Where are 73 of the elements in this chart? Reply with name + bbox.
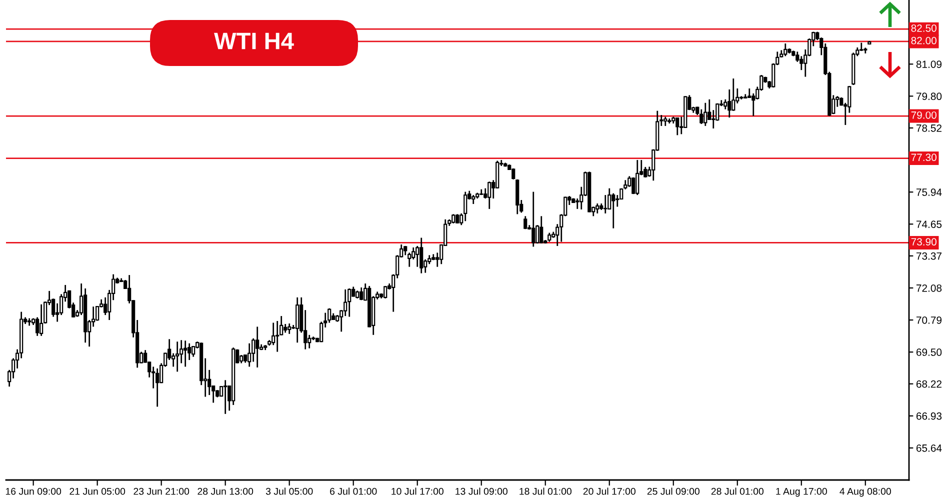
candlestick xyxy=(604,194,608,214)
candlestick xyxy=(452,213,456,224)
ref-line-label: 82.00 xyxy=(911,36,936,44)
candlestick xyxy=(596,202,600,214)
candlestick xyxy=(728,88,732,118)
x-tick-label: 28 Jul 01:00 xyxy=(711,488,764,495)
candlestick xyxy=(532,191,536,248)
candlestick xyxy=(192,345,196,358)
y-tick-label: 78.52 xyxy=(916,124,942,132)
candlestick xyxy=(540,215,544,244)
candlestick xyxy=(176,340,180,372)
y-tick-label: 72.08 xyxy=(916,284,942,292)
x-tick-label: 23 Jun 21:00 xyxy=(134,488,190,495)
y-tick-label: 65.64 xyxy=(916,444,942,452)
y-tick-label: 79.80 xyxy=(916,92,942,100)
candlestick xyxy=(184,340,188,368)
candlestick xyxy=(156,368,160,408)
candlestick xyxy=(384,285,388,300)
candlestick xyxy=(308,334,312,350)
candlestick xyxy=(488,180,492,210)
candlestick xyxy=(296,296,300,344)
x-tick-label: 10 Jul 17:00 xyxy=(392,488,444,495)
x-tick-label: 18 Jul 01:00 xyxy=(520,488,572,495)
candlestick xyxy=(636,159,640,196)
candlestick xyxy=(328,308,332,324)
candlestick xyxy=(360,286,364,301)
candlestick xyxy=(456,213,460,224)
candlestick xyxy=(784,42,788,57)
candlestick xyxy=(288,322,292,335)
ref-line-label: 77.30 xyxy=(911,154,936,162)
x-tick-label: 25 Jul 09:00 xyxy=(647,488,700,495)
candlestick xyxy=(700,108,704,125)
candlestick xyxy=(276,320,280,352)
candlestick xyxy=(248,342,252,368)
ref-line-label: 79.00 xyxy=(911,111,936,119)
x-tick-label: 21 Jun 05:00 xyxy=(70,488,126,495)
x-tick-label: 16 Jun 09:00 xyxy=(6,488,62,495)
candlestick xyxy=(416,245,420,268)
y-tick-label: 70.79 xyxy=(916,316,942,324)
x-tick-label: 28 Jun 13:00 xyxy=(198,488,254,495)
candlestick xyxy=(224,379,228,415)
candlestick xyxy=(724,98,728,110)
ref-line-label: 73.90 xyxy=(911,238,936,246)
y-tick-label: 75.94 xyxy=(916,188,942,196)
y-tick-label: 74.65 xyxy=(916,220,942,228)
candlestick xyxy=(800,55,804,71)
candlestick xyxy=(256,326,260,368)
candlestick xyxy=(860,42,864,52)
x-tick-label: 6 Jul 01:00 xyxy=(330,488,377,495)
x-tick-label: 20 Jul 17:00 xyxy=(583,488,636,495)
candlestick xyxy=(612,192,616,230)
x-tick-label: 13 Jul 09:00 xyxy=(456,488,508,495)
y-tick-label: 69.50 xyxy=(916,348,942,356)
candlestick xyxy=(524,215,528,230)
y-tick-label: 66.93 xyxy=(916,412,942,420)
text: WTI H4 xyxy=(214,32,294,50)
x-tick-label: 1 Aug 17:00 xyxy=(776,488,827,497)
candlestick xyxy=(676,116,680,136)
candlestick xyxy=(348,288,352,318)
x-tick-label: 4 Aug 08:00 xyxy=(840,488,891,497)
candlestick xyxy=(420,237,424,274)
candlestick xyxy=(408,252,412,268)
ref-line-label: 82.50 xyxy=(911,24,936,32)
candlestick xyxy=(40,304,44,337)
candlestick xyxy=(748,88,752,99)
x-tick-label: 3 Jul 05:00 xyxy=(266,488,313,495)
y-tick-label: 68.22 xyxy=(916,380,942,388)
y-tick-label: 81.09 xyxy=(916,60,942,68)
candlestick xyxy=(704,102,708,127)
candlestick xyxy=(664,116,668,127)
candlestick xyxy=(576,198,580,210)
candlestick xyxy=(464,191,468,222)
y-tick-label: 73.37 xyxy=(916,252,942,260)
